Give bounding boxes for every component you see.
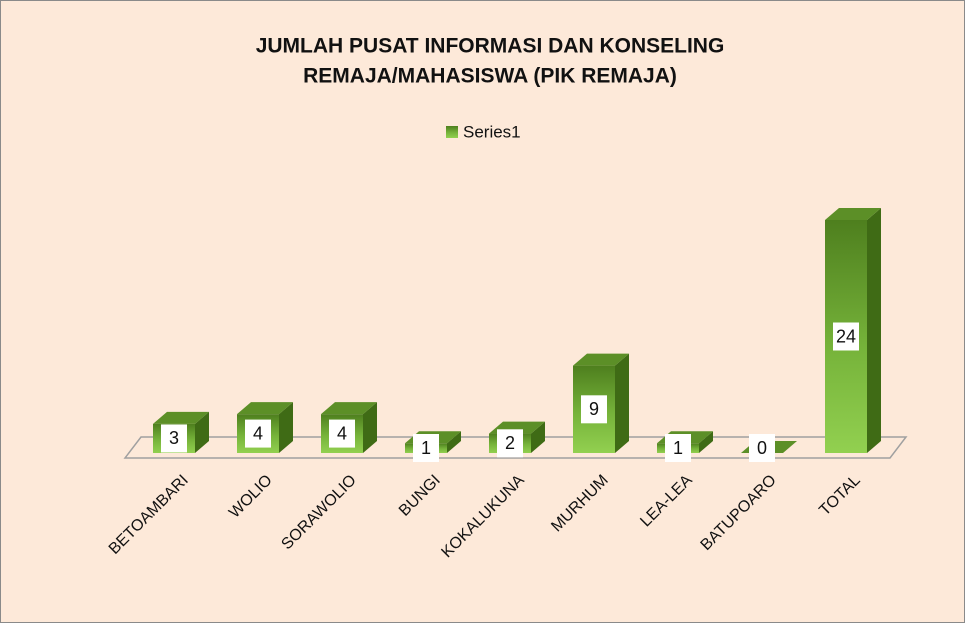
legend-swatch: [446, 126, 458, 138]
data-label: 4: [253, 423, 263, 443]
data-label: 2: [505, 433, 515, 453]
chart-title: JUMLAH PUSAT INFORMASI DAN KONSELING: [256, 35, 725, 58]
data-label-box: [161, 424, 187, 453]
data-label-box: [413, 434, 439, 462]
data-label-box: [497, 429, 523, 458]
bar-side: [279, 402, 293, 453]
data-label-box: [665, 434, 691, 462]
data-label-box: [245, 419, 271, 448]
data-label-box: [749, 434, 775, 462]
bar-top: [825, 208, 881, 220]
bar-top: [153, 411, 209, 424]
bar-top: [321, 402, 377, 415]
data-label-box: [833, 322, 859, 351]
bar-top: [237, 402, 293, 415]
bar-side: [699, 431, 713, 453]
floor: [123, 436, 908, 459]
data-label-box: [581, 395, 607, 424]
bar-side: [867, 208, 881, 453]
bar-side: [615, 353, 629, 453]
data-label: 0: [757, 438, 767, 458]
chart-title: REMAJA/MAHASISWA (PIK REMAJA): [303, 65, 677, 88]
bar-top: [573, 353, 629, 366]
data-label: 24: [836, 326, 856, 346]
bar-side: [195, 411, 209, 453]
data-label: 4: [337, 423, 347, 443]
data-label: 1: [673, 438, 683, 458]
bar-side: [363, 402, 377, 453]
data-label: 1: [421, 438, 431, 458]
bar-side: [447, 431, 461, 453]
legend-label: Series1: [463, 122, 521, 141]
data-label: 9: [589, 399, 599, 419]
bar-side: [531, 421, 545, 453]
data-label-box: [329, 419, 355, 448]
data-label: 3: [169, 428, 179, 448]
